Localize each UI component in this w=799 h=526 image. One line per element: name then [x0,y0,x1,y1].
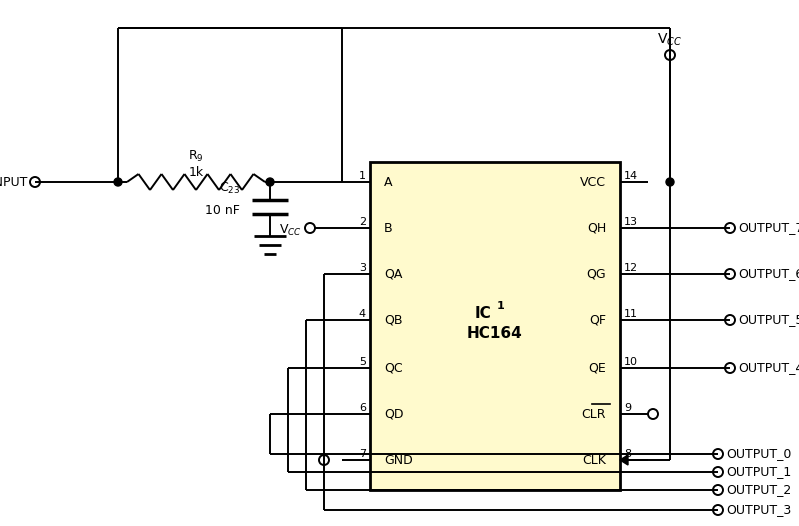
Text: VCC: VCC [580,176,606,188]
Bar [370,162,620,490]
Text: V$_{CC}$: V$_{CC}$ [658,32,682,48]
Text: 8: 8 [624,449,631,459]
Circle shape [266,178,274,186]
Text: CLK: CLK [582,453,606,467]
Text: QC: QC [384,361,403,375]
Circle shape [114,178,122,186]
Text: 10: 10 [624,357,638,367]
Text: CLR: CLR [582,408,606,420]
Text: R$_9$: R$_9$ [188,148,204,164]
Text: 1: 1 [497,301,505,311]
Text: 10 nF: 10 nF [205,204,240,217]
Text: C$_{23}$: C$_{23}$ [219,180,240,196]
Text: 6: 6 [359,403,366,413]
Text: OUTPUT_5: OUTPUT_5 [738,313,799,327]
Text: OUTPUT_0: OUTPUT_0 [726,448,791,460]
Text: HC164: HC164 [467,327,523,341]
Text: OUTPUT_2: OUTPUT_2 [726,483,791,497]
Text: 4: 4 [359,309,366,319]
Text: OUTPUT_1: OUTPUT_1 [726,466,791,479]
Polygon shape [620,455,628,465]
Text: 14: 14 [624,171,638,181]
Text: 5: 5 [359,357,366,367]
Text: GND: GND [384,453,413,467]
Text: QG: QG [586,268,606,280]
Text: A: A [384,176,392,188]
Text: 11: 11 [624,309,638,319]
Text: V$_{CC}$: V$_{CC}$ [279,222,302,238]
Text: OUTPUT_3: OUTPUT_3 [726,503,791,517]
Text: 1: 1 [359,171,366,181]
Text: QA: QA [384,268,403,280]
Text: 3: 3 [359,263,366,273]
Text: QH: QH [586,221,606,235]
Text: 13: 13 [624,217,638,227]
Text: QD: QD [384,408,403,420]
Text: 2: 2 [359,217,366,227]
Text: QE: QE [588,361,606,375]
Text: 9: 9 [624,403,631,413]
Text: QB: QB [384,313,403,327]
Text: INPUT: INPUT [0,176,28,188]
Text: IC: IC [475,307,491,321]
Text: OUTPUT_7: OUTPUT_7 [738,221,799,235]
Text: 1k: 1k [189,166,204,178]
Circle shape [666,178,674,186]
Text: 7: 7 [359,449,366,459]
Text: OUTPUT_6: OUTPUT_6 [738,268,799,280]
Text: B: B [384,221,392,235]
Text: OUTPUT_4: OUTPUT_4 [738,361,799,375]
Text: QF: QF [589,313,606,327]
Text: 12: 12 [624,263,638,273]
